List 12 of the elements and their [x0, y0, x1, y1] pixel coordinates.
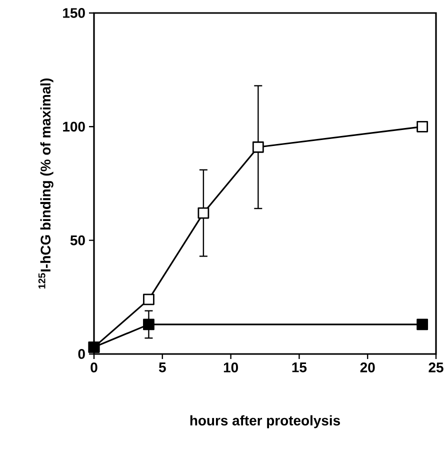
- x-tick-label: 20: [360, 362, 375, 372]
- x-tick-label: 25: [428, 362, 444, 372]
- y-tick-label: 0: [78, 349, 85, 359]
- x-tick-label: 10: [224, 362, 238, 372]
- x-tick-label: 15: [292, 362, 307, 372]
- x-tick-label: 0: [90, 362, 98, 372]
- y-axis-title: $^{125}$I-hCG binding (% of maximal): [38, 78, 54, 289]
- y-tick-label: 150: [63, 8, 85, 18]
- y-tick-label: 100: [63, 122, 85, 132]
- y-tick-label: 50: [70, 235, 85, 246]
- x-axis-title: hours after proteolysis: [190, 415, 340, 428]
- x-tick-label: 5: [158, 362, 166, 372]
